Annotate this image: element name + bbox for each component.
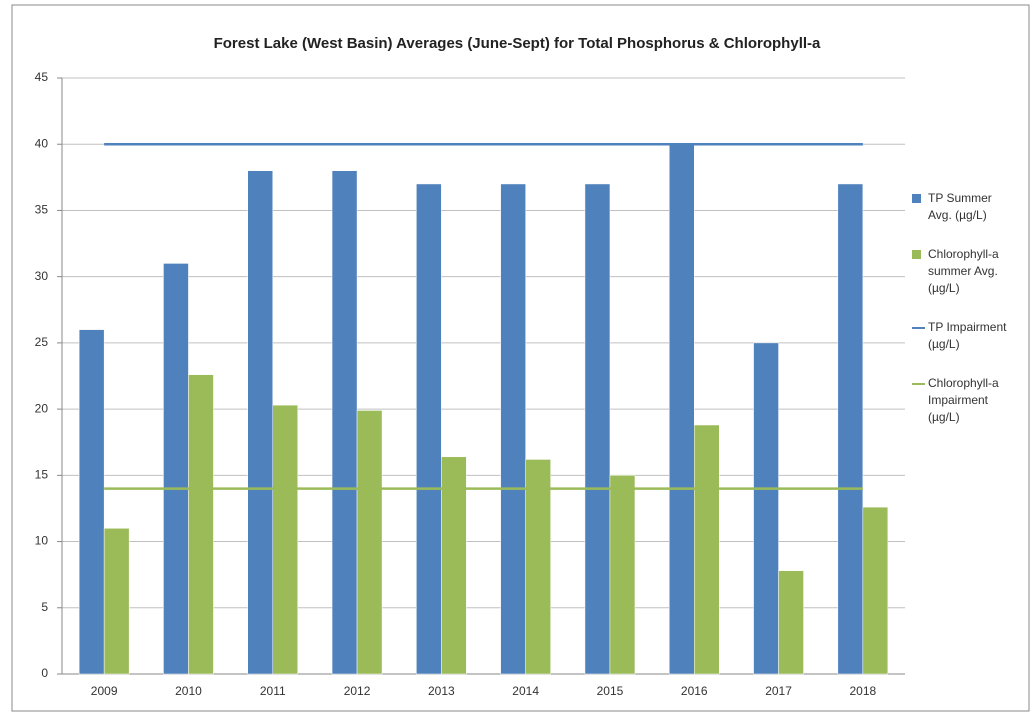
bar [356,410,383,675]
bar [778,570,804,675]
legend-entry: Chlorophyll-a summer Avg. (µg/L) [912,246,1010,297]
bar [331,170,358,675]
legend-key [912,194,921,203]
bar [416,183,442,675]
bar [694,424,720,675]
bar [163,263,189,675]
x-tick-label: 2017 [765,684,792,698]
chart-title: Forest Lake (West Basin) Averages (June-… [214,35,821,52]
bar [247,170,273,675]
bar [862,506,889,675]
bar [669,143,695,675]
bar [103,528,130,675]
y-tick-label: 5 [41,600,48,614]
legend-key [912,327,925,329]
bar [525,459,551,675]
x-tick-label: 2013 [428,684,455,698]
x-tick-label: 2015 [597,684,624,698]
x-tick-label: 2014 [512,684,539,698]
bar [188,374,214,675]
bar [609,475,636,675]
x-tick-label: 2018 [849,684,876,698]
y-tick-label: 20 [35,401,49,415]
y-tick-label: 25 [35,335,49,349]
y-tick-label: 0 [41,666,48,680]
x-tick-label: 2016 [681,684,708,698]
legend-label: TP Summer Avg. (µg/L) [928,191,992,222]
legend-entry: Chlorophyll-a Impairment (µg/L) [912,375,1010,426]
legend-key [912,383,925,385]
bar [837,183,864,675]
legend-label: Chlorophyll-a summer Avg. (µg/L) [928,247,999,295]
y-tick-label: 45 [35,70,49,84]
legend-entry: TP Summer Avg. (µg/L) [912,190,1010,224]
y-tick-label: 10 [35,534,49,548]
legend-key [912,250,921,259]
y-tick-label: 40 [35,136,49,150]
x-tick-label: 2009 [91,684,118,698]
bar [441,456,467,675]
bar [584,183,611,675]
y-tick-label: 15 [35,468,49,482]
bar [78,329,105,675]
y-tick-label: 35 [35,203,49,217]
bar [500,183,526,675]
bar [753,342,779,675]
legend: TP Summer Avg. (µg/L) Chlorophyll-a summe… [912,190,1022,448]
x-tick-label: 2010 [175,684,202,698]
x-tick-label: 2012 [344,684,371,698]
legend-label: TP Impairment (µg/L) [928,320,1007,351]
x-tick-label: 2011 [260,684,286,698]
legend-label: Chlorophyll-a Impairment (µg/L) [928,376,999,424]
y-tick-label: 30 [35,269,49,283]
bar [272,404,298,675]
legend-entry: TP Impairment (µg/L) [912,319,1010,353]
